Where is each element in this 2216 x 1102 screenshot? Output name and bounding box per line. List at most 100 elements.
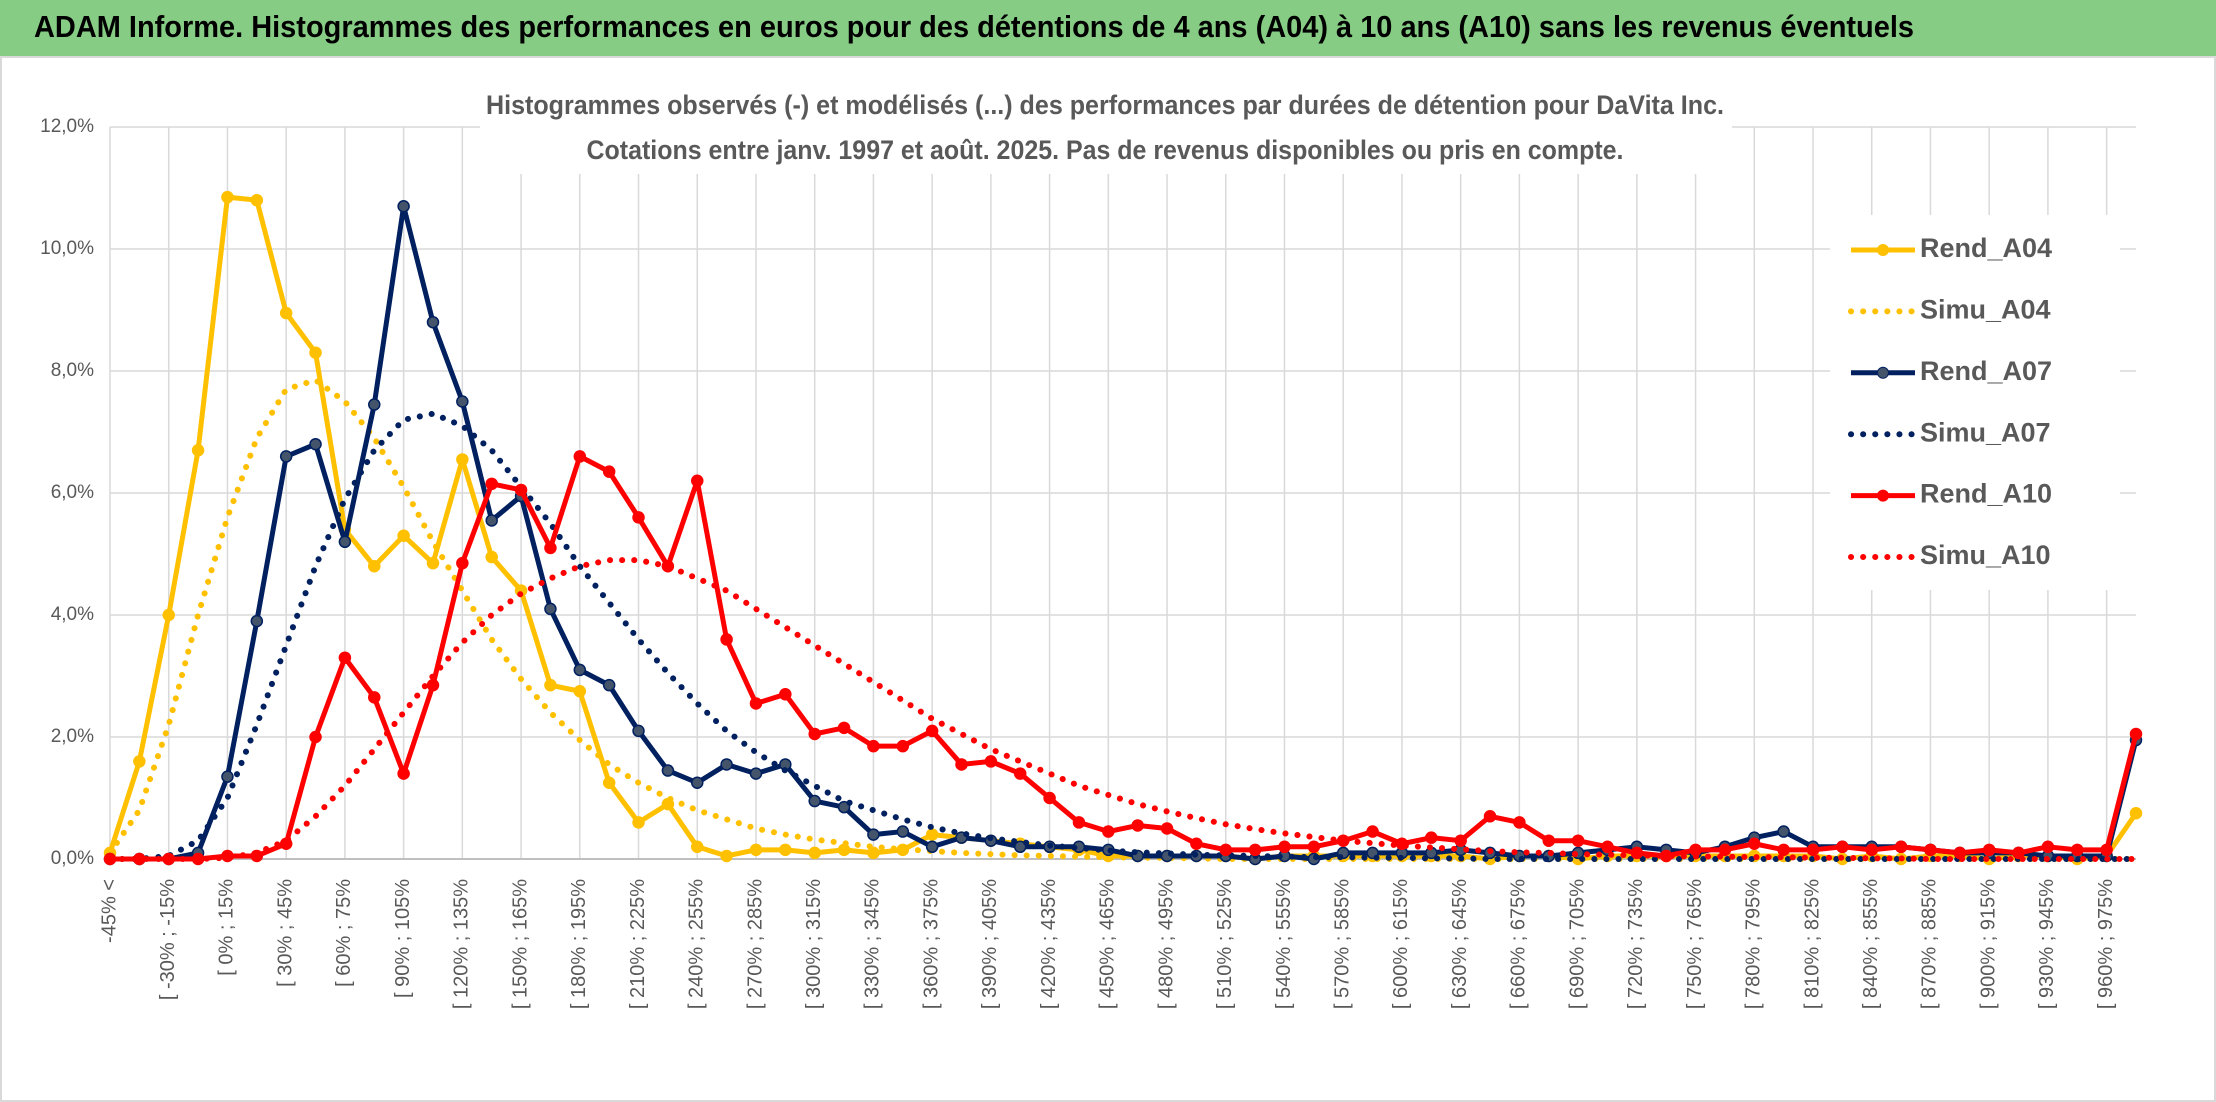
header-bar xyxy=(0,0,2216,57)
data-point xyxy=(632,511,645,524)
x-tick-label: [ 690% ; 705% xyxy=(1566,879,1588,1009)
data-point xyxy=(632,816,645,829)
data-point xyxy=(837,843,851,857)
data-point xyxy=(426,678,440,692)
x-tick-label: [ 330% ; 345% xyxy=(862,879,884,1009)
series-line xyxy=(110,453,2139,862)
data-point xyxy=(279,306,293,320)
data-point xyxy=(2129,727,2143,741)
x-tick-label: [ 900% ; 915% xyxy=(1977,879,1999,1009)
legend-label: Simu_A07 xyxy=(1920,417,2051,447)
data-point xyxy=(338,535,352,549)
data-point xyxy=(191,444,205,457)
x-tick-label: [ 270% ; 285% xyxy=(744,879,766,1009)
data-point xyxy=(456,556,469,570)
legend-label: Simu_A04 xyxy=(1920,295,2051,325)
data-point xyxy=(1777,825,1790,838)
data-point xyxy=(867,739,880,753)
x-tick-label: [ 870% ; 885% xyxy=(1919,879,1941,1009)
data-point xyxy=(690,474,704,488)
data-point xyxy=(837,721,851,735)
data-point xyxy=(808,846,821,860)
data-point xyxy=(602,776,616,789)
data-point xyxy=(279,450,293,463)
data-point xyxy=(309,730,322,744)
data-point xyxy=(720,758,733,771)
data-point xyxy=(485,550,498,564)
data-point xyxy=(397,529,410,542)
data-point xyxy=(426,315,440,329)
x-tick-label: [ 450% ; 465% xyxy=(1097,879,1119,1009)
chart-frame xyxy=(0,56,2216,1102)
data-point xyxy=(485,514,498,527)
x-tick-label: [ 120% ; 135% xyxy=(451,879,473,1009)
legend-label: Rend_A04 xyxy=(1920,233,2052,263)
x-tick-label: [ 930% ; 945% xyxy=(2036,879,2058,1009)
data-point xyxy=(368,559,381,573)
x-tick-label: [ 300% ; 315% xyxy=(803,879,825,1009)
data-point xyxy=(925,724,939,738)
data-point xyxy=(573,450,587,463)
x-tick-label: [ 420% ; 435% xyxy=(1038,879,1060,1009)
x-tick-label: [ 510% ; 525% xyxy=(1214,879,1236,1009)
data-point xyxy=(456,395,469,408)
y-tick-label: 4,0% xyxy=(51,604,94,625)
data-point xyxy=(1307,840,1321,854)
data-point xyxy=(690,776,704,789)
data-point xyxy=(749,767,763,780)
data-point xyxy=(1894,840,1908,854)
data-point xyxy=(779,843,792,857)
x-tick-label: [ 780% ; 795% xyxy=(1743,879,1765,1009)
data-point xyxy=(1190,837,1203,850)
x-tick-label: [ -30% ; -15% xyxy=(157,879,179,1000)
legend-label: Rend_A07 xyxy=(1920,356,2052,386)
x-tick-label: [ 60% ; 75% xyxy=(333,879,355,987)
data-point xyxy=(1219,843,1233,857)
data-point xyxy=(896,825,910,838)
data-point xyxy=(779,688,792,701)
data-point xyxy=(368,691,381,704)
y-tick-label: 2,0% xyxy=(51,726,94,747)
data-point xyxy=(397,767,410,780)
data-point xyxy=(1248,843,1262,857)
data-point xyxy=(1865,843,1878,857)
legend-marker xyxy=(1877,366,1889,379)
data-point xyxy=(1748,837,1761,850)
data-point xyxy=(544,602,557,616)
data-point xyxy=(485,477,498,491)
data-point xyxy=(544,541,557,555)
data-point xyxy=(1454,834,1467,847)
data-point xyxy=(1102,825,1115,838)
y-tick-label: 10,0% xyxy=(40,238,94,259)
data-point xyxy=(808,794,821,808)
data-point xyxy=(1777,843,1790,857)
data-point xyxy=(1513,816,1526,829)
data-point xyxy=(426,556,440,570)
data-point xyxy=(2071,843,2084,857)
data-point xyxy=(573,685,587,698)
data-point xyxy=(690,840,704,854)
y-tick-label: 0,0% xyxy=(51,848,94,869)
data-point xyxy=(2129,807,2143,820)
legend-label: Rend_A10 xyxy=(1920,479,2052,509)
data-point xyxy=(250,193,264,207)
data-point xyxy=(309,346,322,359)
data-point xyxy=(1924,843,1937,857)
x-tick-label: [ 540% ; 555% xyxy=(1273,879,1295,1009)
legend-marker xyxy=(1877,244,1889,256)
chart-subtitle: Cotations entre janv. 1997 et août. 2025… xyxy=(587,135,1624,165)
x-tick-label: [ 660% ; 675% xyxy=(1508,879,1530,1009)
y-tick-label: 6,0% xyxy=(51,482,94,503)
data-point xyxy=(456,453,469,466)
data-point xyxy=(338,651,352,664)
data-point xyxy=(1425,831,1438,844)
chart-title: Histogrammes observés (-) et modélisés (… xyxy=(486,90,1724,120)
data-point xyxy=(867,828,880,841)
x-tick-label: [ 180% ; 195% xyxy=(568,879,590,1009)
x-tick-label: [ 30% ; 45% xyxy=(274,879,296,987)
legend-label: Simu_A10 xyxy=(1920,540,2051,570)
x-tick-label: [ 630% ; 645% xyxy=(1449,879,1471,1009)
data-point xyxy=(837,800,851,814)
data-point xyxy=(720,849,733,863)
